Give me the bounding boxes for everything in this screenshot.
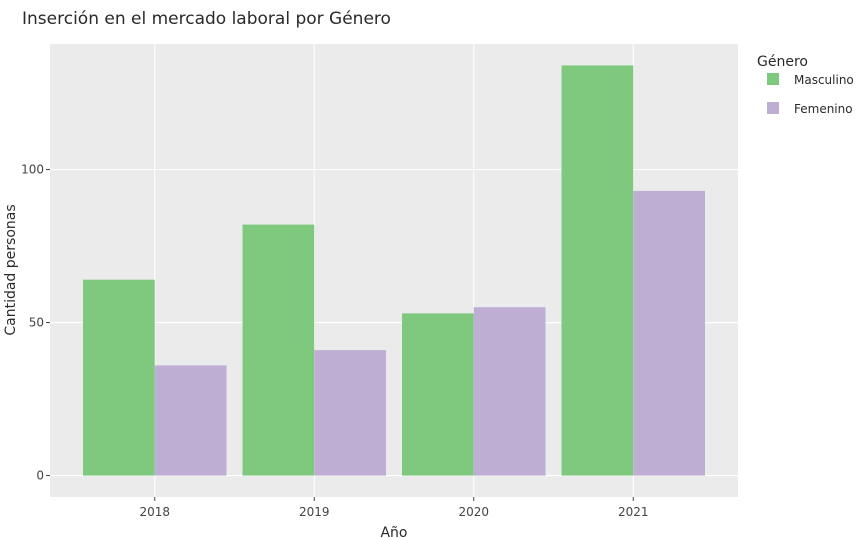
legend-items: Masculino Femenino [767, 73, 854, 116]
legend-label-masculino: Masculino [794, 73, 854, 87]
bar-masculino-2020 [402, 313, 474, 476]
x-tick-label: 2018 [139, 505, 170, 519]
x-tick-label: 2021 [618, 505, 649, 519]
x-tick-label: 2019 [299, 505, 330, 519]
x-axis-ticks: 2018 2019 2020 2021 [139, 497, 649, 519]
bar-femenino-2020 [473, 307, 546, 476]
legend-label-femenino: Femenino [794, 102, 853, 116]
bar-masculino-2019 [242, 224, 315, 476]
legend-title: Género [757, 54, 808, 70]
legend-swatch-masculino [767, 73, 779, 85]
x-axis-title: Año [380, 525, 407, 538]
bar-femenino-2019 [314, 350, 386, 476]
bar-masculino-2021 [561, 65, 634, 476]
x-tick-label: 2020 [458, 505, 489, 519]
y-tick-label: 100 [21, 162, 44, 176]
y-axis-ticks: 0 50 100 [21, 162, 50, 483]
legend: Género Masculino Femenino [757, 54, 854, 116]
bar-femenino-2021 [633, 190, 705, 476]
legend-swatch-femenino [767, 102, 779, 114]
bars [83, 65, 705, 476]
y-tick-label: 0 [36, 469, 44, 483]
bar-masculino-2018 [83, 279, 155, 476]
y-tick-label: 50 [29, 316, 44, 330]
chart-title: Inserción en el mercado laboral por Géne… [22, 9, 391, 29]
bar-femenino-2018 [154, 365, 227, 476]
y-axis-title: Cantidad personas [3, 204, 19, 335]
